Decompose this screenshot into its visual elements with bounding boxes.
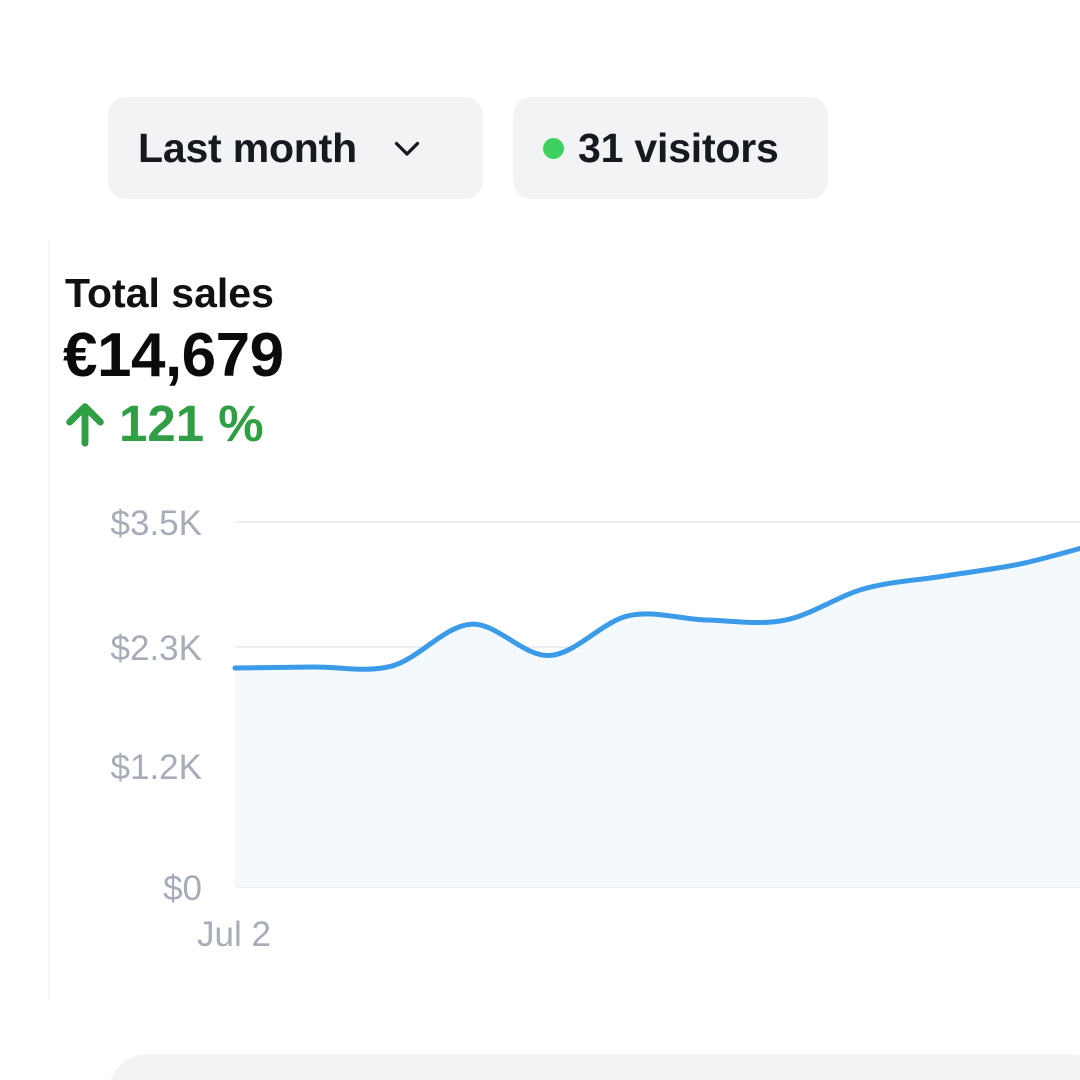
y-tick-label: $3.5K: [111, 504, 202, 543]
y-tick-label: $1.2K: [111, 748, 202, 787]
panel-border: [48, 240, 50, 1000]
y-tick-label: $0: [163, 869, 202, 908]
metric-value: €14,679: [63, 321, 284, 390]
live-status-dot-icon: [543, 137, 564, 159]
period-dropdown-label: Last month: [138, 124, 357, 171]
visitors-count-label: 31 visitors: [578, 124, 779, 171]
chevron-down-icon: [394, 141, 420, 156]
series-area-fill: [235, 548, 1080, 887]
series-line: [232, 545, 1080, 672]
metric-change: 121 %: [65, 394, 264, 453]
arrow-up-icon: [66, 402, 104, 447]
next-card: [108, 1054, 1080, 1080]
metric-change-value: 121 %: [119, 395, 264, 452]
x-tick-label: Jul 2: [197, 915, 271, 954]
metric-title: Total sales: [65, 270, 274, 316]
live-visitors-badge[interactable]: 31 visitors: [513, 97, 828, 199]
period-dropdown[interactable]: Last month: [108, 97, 483, 199]
y-tick-label: $2.3K: [111, 629, 202, 668]
